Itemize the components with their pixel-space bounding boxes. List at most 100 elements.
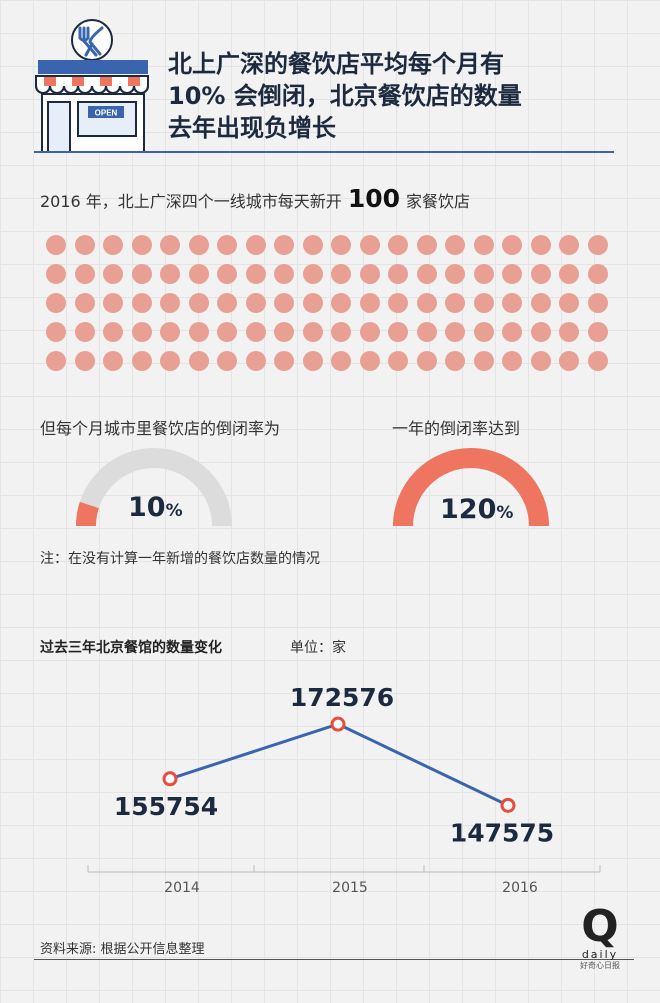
- restaurant-dot: [587, 351, 608, 371]
- restaurant-dot: [188, 351, 209, 371]
- intro-suffix: 家餐饮店: [406, 192, 471, 211]
- restaurant-dot: [245, 293, 266, 313]
- restaurant-dot: [416, 235, 437, 255]
- restaurant-dot: [74, 322, 95, 342]
- chart-unit: 单位：家: [290, 640, 346, 656]
- restaurant-dot: [74, 351, 95, 371]
- restaurant-dot: [559, 235, 579, 255]
- restaurant-dot: [530, 322, 551, 342]
- series-line: [169, 722, 509, 807]
- restaurant-dot: [559, 293, 579, 313]
- restaurant-dot-grid: [46, 235, 608, 371]
- restaurant-dot: [559, 264, 579, 284]
- title-line: 去年出现负增长: [168, 114, 336, 142]
- restaurant-dot: [359, 235, 380, 255]
- restaurant-dot: [587, 322, 608, 342]
- title-divider: [34, 151, 614, 153]
- intro-prefix: 2016 年，北上广深四个一线城市每天新开: [40, 192, 342, 211]
- restaurant-dot: [103, 293, 123, 313]
- x-tick-label: 2014: [164, 880, 200, 896]
- restaurant-dot: [74, 293, 95, 313]
- gauge-number: 120: [440, 494, 497, 525]
- page-title: 北上广深的餐饮店平均每个月有 10% 会倒闭，北京餐饮店的数量 去年出现负增长: [168, 48, 638, 144]
- restaurant-dot: [473, 322, 494, 342]
- restaurant-dot: [274, 264, 294, 284]
- data-label: 147575: [450, 818, 554, 847]
- restaurant-dot: [502, 264, 522, 284]
- restaurant-dot: [559, 322, 579, 342]
- restaurant-dot: [103, 322, 123, 342]
- restaurant-dot: [388, 264, 408, 284]
- restaurant-dot: [388, 235, 408, 255]
- restaurant-dot: [359, 322, 380, 342]
- restaurant-dot: [530, 293, 551, 313]
- restaurant-dot: [160, 293, 180, 313]
- restaurant-dot: [188, 264, 209, 284]
- restaurant-dot: [359, 293, 380, 313]
- restaurant-dot: [217, 322, 237, 342]
- data-label: 155754: [114, 792, 218, 821]
- gauge-unit: %: [165, 501, 183, 521]
- restaurant-dot: [46, 264, 66, 284]
- restaurant-dot: [388, 351, 408, 371]
- restaurant-dot: [274, 235, 294, 255]
- restaurant-dot: [245, 351, 266, 371]
- title-line: 10% 会倒闭，北京餐饮店的数量: [168, 82, 522, 110]
- restaurant-dot: [46, 351, 66, 371]
- logo-letter: Q: [581, 901, 619, 952]
- restaurant-dot: [302, 264, 323, 284]
- restaurant-dot: [445, 351, 465, 371]
- awning: [35, 75, 149, 94]
- restaurant-dot: [103, 235, 123, 255]
- restaurant-dot: [302, 322, 323, 342]
- open-sign-text: OPEN: [95, 109, 118, 118]
- restaurant-dot: [46, 235, 66, 255]
- restaurant-dot: [416, 293, 437, 313]
- restaurant-shop-icon: OPEN: [35, 19, 149, 152]
- restaurant-dot: [587, 293, 608, 313]
- restaurant-dot: [530, 351, 551, 371]
- restaurant-dot: [302, 235, 323, 255]
- restaurant-dot: [416, 351, 437, 371]
- restaurant-dot: [160, 322, 180, 342]
- restaurant-dot: [587, 264, 608, 284]
- restaurant-dot: [103, 351, 123, 371]
- logo-cn: 好奇心日报: [580, 961, 620, 970]
- restaurant-dot: [302, 293, 323, 313]
- restaurant-dot: [245, 235, 266, 255]
- open-sign: [88, 106, 124, 118]
- yearly-closure-value: 120%: [440, 494, 513, 525]
- restaurant-dot: [331, 351, 351, 371]
- restaurant-dot: [473, 235, 494, 255]
- x-tick-label: 2015: [332, 880, 368, 896]
- restaurant-dot: [359, 351, 380, 371]
- restaurant-dot: [274, 293, 294, 313]
- restaurant-dot: [473, 264, 494, 284]
- restaurant-dot: [74, 264, 95, 284]
- intro-sentence: 2016 年，北上广深四个一线城市每天新开 100 家餐饮店: [40, 184, 470, 213]
- restaurant-dot: [131, 322, 152, 342]
- beijing-restaurants-line-chart: 155754 2014 172576 2015 147575 2016: [87, 683, 601, 896]
- restaurant-dot: [103, 264, 123, 284]
- restaurant-dot: [502, 351, 522, 371]
- source-note: 资料来源: 根据公开信息整理: [40, 942, 205, 957]
- gauge-number: 10: [128, 492, 166, 523]
- restaurant-dot: [46, 322, 66, 342]
- restaurant-dot: [131, 235, 152, 255]
- footnote: 注：在没有计算一年新增的餐饮店数量的情况: [40, 551, 320, 567]
- yearly-closure-label: 一年的倒闭率达到: [392, 419, 521, 438]
- gauge-fill: [393, 448, 549, 527]
- restaurant-dot: [416, 264, 437, 284]
- restaurant-dot: [473, 293, 494, 313]
- data-point: [162, 771, 178, 787]
- restaurant-dot: [302, 351, 323, 371]
- restaurant-dot: [445, 293, 465, 313]
- restaurant-dot: [530, 235, 551, 255]
- yearly-closure-gauge: [393, 448, 549, 527]
- restaurant-dot: [217, 293, 237, 313]
- intro-number: 100: [347, 184, 400, 213]
- restaurant-dot: [188, 293, 209, 313]
- restaurant-dot: [388, 293, 408, 313]
- restaurant-dot: [530, 264, 551, 284]
- restaurant-dot: [331, 322, 351, 342]
